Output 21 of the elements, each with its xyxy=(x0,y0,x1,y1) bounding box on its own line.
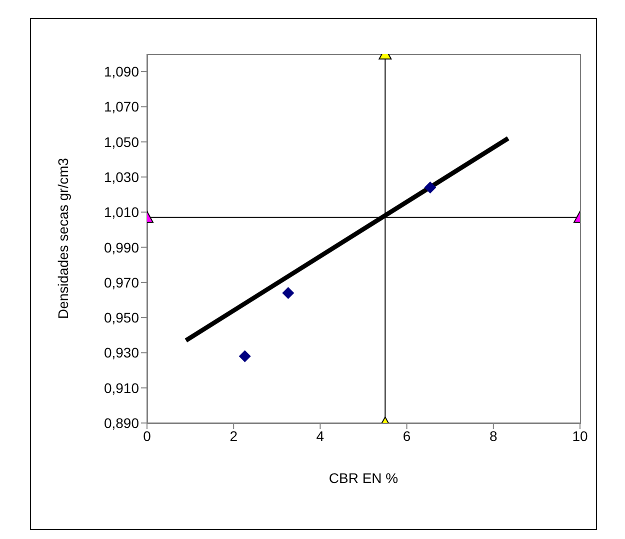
x-tick-label: 10 xyxy=(572,428,588,444)
point xyxy=(424,182,436,194)
y-tick-label: 1,030 xyxy=(104,168,140,185)
x-axis-title: CBR EN % xyxy=(328,470,398,486)
y-tick-label: 1,010 xyxy=(104,204,140,220)
x-tick-label: 0 xyxy=(143,428,152,444)
x-tick-label: 4 xyxy=(316,428,324,444)
y-tick-label: 0,950 xyxy=(104,310,140,326)
y-tick-label: 0,970 xyxy=(104,274,140,290)
x-tick-label: 6 xyxy=(402,428,411,444)
x-tick-label: 2 xyxy=(230,428,238,444)
y-tick-label: 0,930 xyxy=(104,344,140,361)
y-tick-label: 0,990 xyxy=(104,239,140,256)
point xyxy=(282,286,294,299)
y-tick-label: 1,090 xyxy=(104,64,140,80)
y-tick-label: 0,890 xyxy=(104,414,140,431)
y-tick-label: 1,070 xyxy=(104,98,140,115)
x-tick-label: 8 xyxy=(490,428,498,444)
y-tick-label: 0,910 xyxy=(104,380,140,396)
y-tick-label: 1,050 xyxy=(104,134,140,150)
y-axis-title: Densidades secas gr/cm3 xyxy=(54,158,71,320)
